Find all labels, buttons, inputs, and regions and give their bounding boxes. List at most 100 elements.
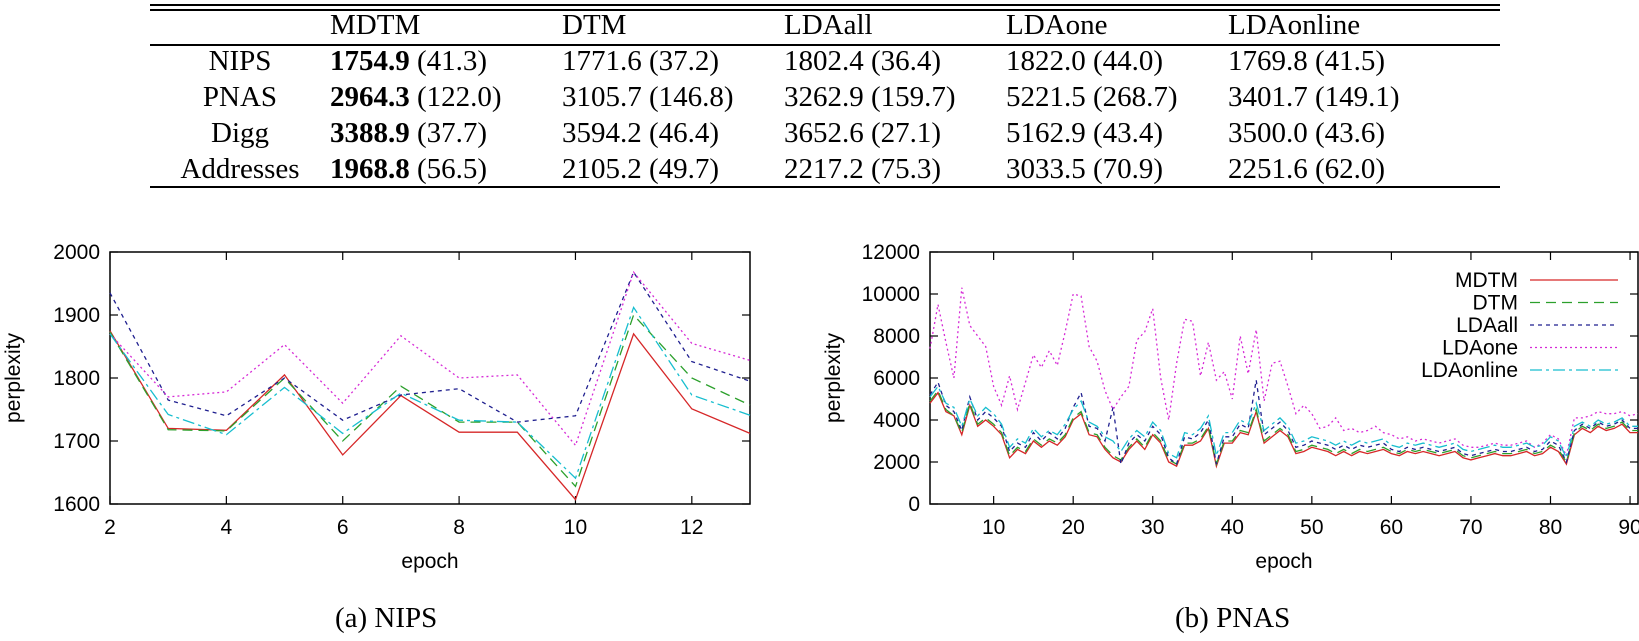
cell-value: 1754.9 [330,45,410,77]
cell-sd: (268.7) [1085,81,1178,113]
cell-value: 5162.9 [1006,117,1086,149]
x-tick-label: 4 [221,516,233,539]
cell-value: 5221.5 [1006,81,1086,113]
x-tick-label: 40 [1221,516,1244,539]
caption-pnas: (b) PNAS [1175,602,1291,634]
cell-sd: (41.5) [1307,45,1386,77]
series-line-dtm [109,313,751,488]
cell-value: 3652.6 [784,117,864,149]
cell-value: 3500.0 [1228,117,1308,149]
series-line-ldaonline [109,305,751,480]
cell-sd: (37.2) [641,45,720,77]
caption-nips: (a) NIPS [335,602,438,634]
chart-pnas: 0 2000 4000 6000 8000 10000 12000 10 20 30 40 50 60 7… [822,241,1639,573]
table-cell: 3105.7 (146.8) [562,80,734,114]
cell-sd: (44.0) [1085,45,1164,77]
column-header: LDAonline [1228,9,1361,41]
row-header: Addresses [180,153,300,185]
table-rule [150,44,1500,46]
series-line-ldaonline [929,385,1638,460]
legend-label: DTM [1473,292,1519,315]
table-cell: 5221.5 (268.7) [1006,80,1178,114]
table-cell: 2251.6 (62.0) [1228,152,1385,186]
series-line-ldaall [109,270,751,423]
cell-value: 1769.8 [1228,45,1308,77]
table-cell: 2964.3 (122.0) [330,80,502,114]
table-cell: 3594.2 (46.4) [562,116,719,150]
cell-sd: (37.7) [409,117,488,149]
row-header: PNAS [202,81,278,113]
cell-sd: (70.9) [1085,153,1164,185]
x-tick-label: 12 [680,516,703,539]
cell-value: 3594.2 [562,117,642,149]
y-tick-label: 8000 [873,325,920,348]
table-rule [150,186,1500,188]
cell-value: 2105.2 [562,153,642,185]
cell-value: 3033.5 [1006,153,1086,185]
column-header: LDAone [1006,9,1108,41]
y-tick-label: 6000 [873,367,920,390]
plot-frame [929,251,1639,505]
table-cell: 1802.4 (36.4) [784,44,941,78]
table-cell: 2217.2 (75.3) [784,152,941,186]
cell-sd: (146.8) [641,81,734,113]
row-header: NIPS [208,45,272,77]
y-tick-label: 2000 [873,451,920,474]
cell-sd: (43.4) [1085,117,1164,149]
table-cell: 1822.0 (44.0) [1006,44,1163,78]
x-tick-label: 8 [453,516,465,539]
x-tick-label: 80 [1539,516,1562,539]
cell-sd: (149.1) [1307,81,1400,113]
cell-value: 3401.7 [1228,81,1308,113]
cell-sd: (36.4) [863,45,942,77]
table-cell: 3652.6 (27.1) [784,116,941,150]
table-rule [150,9,1500,11]
table-cell: 3388.9 (37.7) [330,116,487,150]
cell-value: 2217.2 [784,153,864,185]
row-header: Digg [211,117,269,149]
cell-sd: (62.0) [1307,153,1386,185]
plot-frame [109,251,751,505]
x-tick-label: 20 [1062,516,1085,539]
y-tick-label: 0 [908,493,920,516]
table-cell: 3500.0 (43.6) [1228,116,1385,150]
y-tick-label: 1700 [53,430,100,453]
table-cell: 5162.9 (43.4) [1006,116,1163,150]
cell-sd: (75.3) [863,153,942,185]
cell-value: 1968.8 [330,153,410,185]
cell-sd: (43.6) [1307,117,1386,149]
series-line-ldaall [929,379,1638,466]
legend-label: LDAone [1442,337,1518,360]
legend-label: LDAonline [1421,359,1518,382]
y-tick-label: 1600 [53,493,100,516]
x-axis-label: epoch [401,550,458,573]
table-cell: 1769.8 (41.5) [1228,44,1385,78]
y-tick-label: 1800 [53,367,100,390]
x-tick-label: 6 [337,516,349,539]
x-tick-label: 30 [1141,516,1164,539]
series-line-mdtm [929,391,1638,469]
x-tick-label: 10 [564,516,587,539]
series-line-ldaone [109,270,751,447]
column-header: DTM [562,9,627,41]
cell-sd: (27.1) [863,117,942,149]
cell-value: 2964.3 [330,81,410,113]
chart-nips: 1600 1700 1800 1900 2000 2 4 6 8 10 12 epoch perplex… [2,241,751,573]
x-axis-label: epoch [1255,550,1312,573]
series-line-dtm [929,389,1638,467]
x-tick-label: 2 [104,516,116,539]
y-tick-label: 12000 [862,241,920,264]
cell-value: 1771.6 [562,45,642,77]
x-tick-label: 50 [1300,516,1323,539]
cell-sd: (159.7) [863,81,956,113]
table-rule [150,4,1500,6]
column-header: MDTM [330,9,421,41]
cell-value: 1822.0 [1006,45,1086,77]
table-cell: 2105.2 (49.7) [562,152,719,186]
y-tick-label: 1900 [53,304,100,327]
x-tick-label: 10 [982,516,1005,539]
cell-value: 2251.6 [1228,153,1308,185]
cell-value: 3262.9 [784,81,864,113]
cell-value: 3388.9 [330,117,410,149]
y-axis-label: perplexity [822,333,845,423]
